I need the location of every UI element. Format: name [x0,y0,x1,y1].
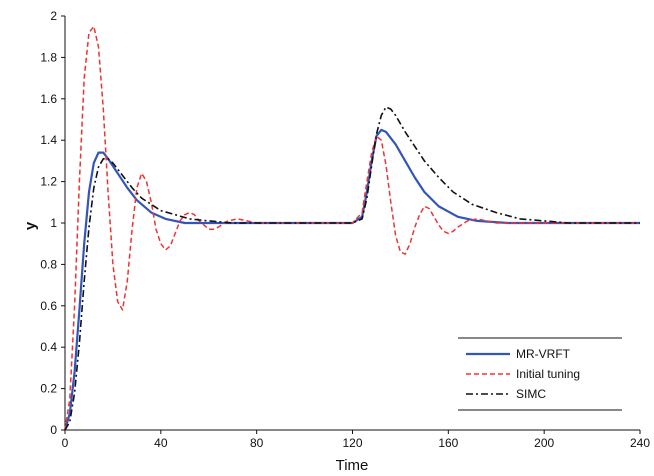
y-tick-label: 1 [50,216,57,230]
series-line [64,25,640,431]
y-tick-label: 0.6 [40,299,57,313]
y-tick-label: 0.2 [40,382,57,396]
x-tick-label: 0 [62,436,69,450]
y-tick-label: 1.8 [40,50,57,64]
x-tick-label: 120 [342,436,362,450]
series-mr-vrft [63,128,640,431]
y-tick-label: 0.8 [40,257,57,271]
x-tick-label: 200 [534,436,554,450]
y-tick-label: 1.2 [40,175,57,189]
series-line [63,128,640,431]
y-axis-title: y [22,221,39,230]
y-tick-label: 0 [50,423,57,437]
legend: MR-VRFT Initial tuning SIMC [458,337,622,411]
x-axis-title: Time [336,457,369,474]
series-initial-tuning [64,25,640,431]
y-tick-label: 1.6 [40,92,57,106]
x-tick-label: 80 [250,436,264,450]
x-tick-label: 160 [438,436,458,450]
y-tick-label: 1.4 [40,133,57,147]
y-tick-label: 0.4 [40,340,57,354]
y-tick-label: 2 [50,9,57,23]
x-tick-label: 40 [154,436,168,450]
series-layer [63,25,640,431]
series-line [64,106,640,431]
legend-label: Initial tuning [516,367,580,381]
legend-label: MR-VRFT [516,347,571,361]
plot-area: 0 40 80 120 160 200 240 0 0.2 0.4 0.6 0.8 1 1.2 1.4 1.6… [40,9,650,450]
legend-label: SIMC [516,387,546,401]
x-tick-label: 240 [630,436,650,450]
series-simc [64,106,640,431]
